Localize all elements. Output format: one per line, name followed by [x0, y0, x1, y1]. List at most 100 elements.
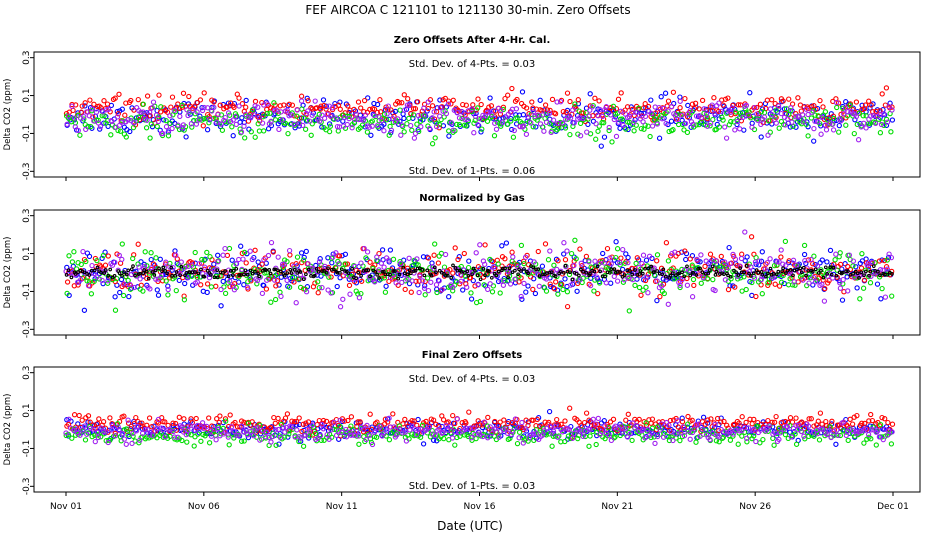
- data-point: [417, 266, 422, 271]
- data-point: [622, 426, 629, 432]
- data-point: [213, 116, 219, 122]
- data-point: [281, 102, 287, 108]
- data-point: [468, 435, 474, 441]
- data-point: [204, 105, 211, 111]
- data-point: [105, 439, 111, 446]
- data-point: [226, 274, 231, 279]
- data-point: [496, 120, 503, 127]
- data-point: [252, 247, 258, 253]
- data-point: [89, 433, 95, 440]
- data-point: [654, 258, 660, 264]
- data-point: [762, 266, 768, 272]
- data-point: [694, 273, 699, 277]
- data-point: [431, 252, 437, 258]
- data-point: [226, 245, 233, 252]
- data-point: [668, 118, 675, 124]
- data-point: [121, 413, 127, 419]
- data-point: [185, 263, 192, 270]
- data-point: [747, 90, 753, 96]
- data-point: [95, 265, 100, 270]
- data-point: [155, 276, 161, 282]
- data-point: [577, 273, 581, 278]
- data-point: [121, 124, 128, 130]
- data-point: [282, 429, 288, 435]
- data-point: [876, 434, 883, 440]
- data-point: [112, 95, 118, 101]
- data-point: [768, 266, 773, 271]
- panel-title: Zero Offsets After 4-Hr. Cal.: [394, 35, 551, 46]
- data-point: [535, 271, 541, 277]
- data-point: [493, 126, 500, 132]
- data-point: [112, 259, 118, 266]
- data-point: [228, 424, 235, 430]
- data-point: [79, 427, 86, 433]
- data-point: [98, 105, 104, 111]
- data-point: [799, 270, 804, 275]
- data-point: [551, 262, 557, 268]
- data-point: [617, 125, 623, 131]
- data-point: [77, 132, 83, 138]
- data-point: [256, 271, 260, 276]
- data-point: [238, 438, 245, 444]
- data-point: [144, 117, 150, 123]
- data-point: [677, 98, 683, 104]
- data-point: [633, 260, 639, 267]
- data-point: [247, 248, 253, 254]
- data-point: [412, 269, 416, 273]
- x-tick-label: Nov 16: [464, 502, 496, 512]
- data-point: [873, 442, 879, 448]
- data-point: [369, 426, 375, 432]
- data-point: [463, 123, 469, 129]
- data-point: [465, 269, 470, 274]
- data-point: [397, 426, 403, 432]
- data-point: [298, 250, 305, 256]
- data-point: [782, 431, 789, 438]
- data-point: [782, 418, 788, 425]
- data-point: [539, 269, 546, 275]
- data-point: [749, 124, 755, 130]
- data-point: [877, 130, 884, 136]
- data-point: [374, 254, 380, 260]
- data-point: [301, 254, 307, 261]
- data-point: [319, 421, 325, 428]
- data-point: [460, 287, 466, 293]
- data-point: [778, 110, 785, 117]
- data-point: [658, 94, 664, 100]
- data-point: [400, 430, 406, 436]
- data-point: [279, 269, 283, 274]
- data-point: [560, 108, 566, 115]
- data-point: [546, 408, 553, 415]
- data-point: [147, 135, 153, 141]
- data-point: [461, 250, 467, 257]
- data-point: [771, 442, 777, 448]
- data-point: [78, 277, 84, 283]
- data-point: [609, 267, 614, 271]
- data-point: [448, 101, 454, 107]
- data-point: [500, 104, 507, 110]
- data-point: [735, 102, 742, 108]
- data-point: [840, 270, 845, 275]
- data-point: [489, 289, 496, 295]
- data-point: [434, 289, 440, 296]
- data-point: [744, 264, 749, 268]
- data-point: [452, 442, 458, 448]
- data-point: [735, 425, 741, 431]
- data-point: [117, 289, 123, 296]
- data-point: [837, 250, 843, 256]
- data-point: [572, 237, 578, 243]
- data-point: [242, 272, 246, 277]
- panel-zero-offsets: Zero Offsets After 4-Hr. Cal. -0.3-0.10.…: [3, 35, 921, 181]
- data-point: [375, 272, 379, 277]
- data-point: [609, 139, 615, 145]
- data-point: [356, 441, 362, 447]
- data-point: [555, 258, 561, 264]
- data-point: [445, 101, 452, 107]
- data-point: [541, 272, 545, 277]
- data-point: [595, 128, 601, 134]
- data-point: [440, 417, 447, 423]
- data-point: [749, 421, 755, 427]
- data-point: [525, 283, 531, 289]
- data-point: [862, 426, 869, 432]
- data-point: [108, 267, 113, 272]
- data-point: [716, 124, 723, 130]
